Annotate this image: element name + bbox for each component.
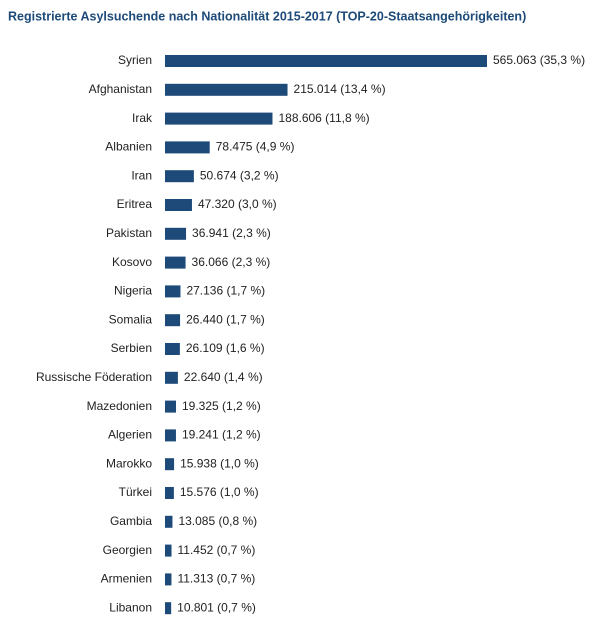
bar [165,458,175,471]
value-label: 10.801 (0,7 %) [177,600,256,614]
bar [165,400,177,413]
category-label: Georgien [103,543,152,557]
bar [165,602,172,615]
value-label: 36.066 (2,3 %) [192,255,271,269]
bar [165,112,273,125]
bar [165,199,192,211]
category-label: Irak [132,111,153,125]
value-label: 19.241 (1,2 %) [182,428,261,442]
value-label: 11.452 (0,7 %) [178,543,256,557]
category-label: Albanien [105,140,152,154]
bar [165,429,176,442]
bar [165,371,178,384]
bar [165,227,187,240]
category-label: Serbien [111,341,152,355]
bar [165,285,181,298]
value-label: 47.320 (3,0 %) [198,197,277,211]
category-label: Syrien [118,53,152,67]
value-label: 188.606 (11,8 %) [278,111,369,125]
category-label: Eritrea [117,197,153,211]
value-label: 22.640 (1,4 %) [184,370,263,384]
bar [165,487,174,499]
category-label: Afghanistan [89,82,152,96]
value-label: 78.475 (4,9 %) [216,140,295,154]
bar [165,343,180,355]
category-label: Iran [131,168,152,182]
value-label: 19.325 (1,2 %) [182,399,261,413]
category-label: Nigeria [114,284,152,298]
category-label: Russische Föderation [36,370,152,384]
category-label: Mazedonien [87,399,152,413]
category-label: Gambia [110,514,152,528]
value-label: 26.109 (1,6 %) [186,341,265,355]
bar [165,544,172,557]
chart-title: Registrierte Asylsuchende nach Nationali… [8,9,526,23]
bar [165,83,288,96]
value-label: 215.014 (13,4 %) [294,82,386,96]
bar [165,55,487,67]
category-label: Armenien [101,572,152,586]
value-label: 11.313 (0,7 %) [177,572,255,586]
category-label: Marokko [106,456,152,470]
bar [165,314,181,327]
bar [165,515,173,528]
category-label: Türkei [119,485,152,499]
value-label: 15.938 (1,0 %) [180,456,259,470]
bar [165,573,172,586]
value-label: 13.085 (0,8 %) [178,514,257,528]
bar [165,141,210,154]
value-label: 15.576 (1,0 %) [180,485,259,499]
value-label: 36.941 (2,3 %) [192,226,271,240]
bar [165,256,186,269]
value-label: 565.063 (35,3 %) [493,53,585,67]
category-label: Kosovo [112,255,152,269]
bar [165,170,194,183]
category-label: Libanon [109,600,152,614]
value-label: 26.440 (1,7 %) [186,312,265,326]
category-label: Somalia [109,312,153,326]
value-label: 27.136 (1,7 %) [186,284,265,298]
category-label: Algerien [108,428,152,442]
value-label: 50.674 (3,2 %) [200,168,279,182]
category-label: Pakistan [106,226,152,240]
